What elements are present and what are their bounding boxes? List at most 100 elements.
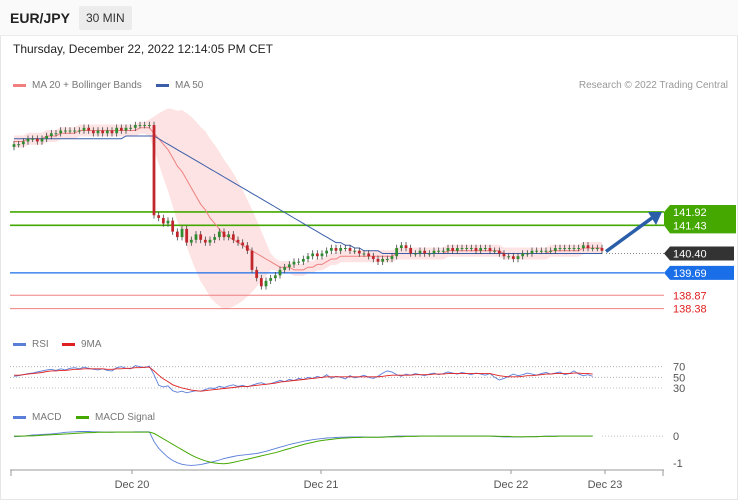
legend-macd-signal-label: MACD Signal: [95, 412, 156, 423]
candle-down: [236, 239, 240, 243]
ma20-swatch: [13, 84, 26, 87]
legend-ma50-label: MA 50: [175, 80, 204, 91]
rsi-ma-swatch: [62, 343, 75, 346]
candle-up: [49, 133, 53, 136]
candle-up: [124, 127, 128, 131]
candle-up: [166, 220, 170, 224]
candle-up: [278, 269, 282, 276]
candle-down: [255, 269, 259, 279]
time-axis-label: Dec 21: [304, 479, 339, 491]
candle-up: [465, 248, 469, 250]
resistance-2-label: 141.92: [673, 207, 707, 219]
candle-up: [227, 234, 231, 238]
candle-up: [217, 231, 221, 238]
legend-ma50: MA 50: [156, 80, 203, 91]
candle-up: [535, 250, 539, 252]
candle-up: [581, 245, 585, 249]
legend-macd: MACD: [13, 412, 61, 423]
candle-down: [231, 234, 235, 240]
candle-up: [418, 250, 422, 254]
candle-down: [203, 239, 207, 243]
legend-macd-label: MACD: [32, 412, 62, 423]
candle-up: [558, 248, 562, 250]
candle-up: [460, 248, 464, 250]
candle-up: [287, 264, 291, 268]
candle-up: [577, 248, 581, 250]
candle-up: [59, 130, 63, 134]
candle-down: [511, 256, 515, 259]
candle-up: [301, 258, 305, 262]
candle-up: [96, 130, 100, 134]
forecast-arrow: [604, 211, 662, 253]
forecast-arrow-shaft: [604, 216, 654, 253]
candle-up: [441, 250, 445, 252]
candle-up: [40, 138, 44, 142]
candle-up: [147, 125, 151, 127]
candle-up: [129, 127, 133, 129]
candle-up: [264, 280, 268, 287]
candle-up: [539, 250, 543, 252]
candle-down: [110, 130, 114, 134]
candle-up: [311, 253, 315, 257]
candle-up: [133, 125, 137, 128]
candle-up: [68, 130, 72, 132]
candle-up: [544, 250, 548, 252]
candle-down: [367, 253, 371, 257]
candle-up: [143, 125, 147, 127]
candle-up: [17, 144, 21, 146]
candle-up: [479, 248, 483, 251]
bollinger-band-area: [14, 108, 602, 310]
bollinger-bands: [14, 108, 602, 310]
candle-up: [553, 248, 557, 251]
rsi-tick-label: 30: [673, 383, 685, 395]
credit-label: Research © 2022 Trading Central: [578, 80, 728, 91]
legend-ma20-label: MA 20 + Bollinger Bands: [32, 80, 142, 91]
candle-down: [119, 127, 123, 131]
rsi-tick-label: 50: [673, 372, 685, 384]
candle-up: [45, 135, 49, 139]
candle-up: [194, 234, 198, 240]
candle-up: [26, 138, 30, 142]
candle-up: [362, 253, 366, 255]
candle-up: [343, 248, 347, 250]
candle-up: [432, 250, 436, 254]
chart-header: EUR/JPY 30 MIN: [0, 0, 738, 36]
timeframe-button[interactable]: 30 MIN: [79, 6, 132, 30]
candle-down: [171, 220, 175, 232]
candle-up: [567, 248, 571, 250]
candle-up: [269, 278, 273, 281]
candle-up: [413, 253, 417, 255]
candle-up: [82, 127, 86, 131]
candle-down: [334, 248, 338, 251]
forecast-arrow-head: [648, 211, 662, 225]
candle-down: [175, 231, 179, 238]
rsi-swatch: [13, 343, 26, 346]
candle-down: [488, 248, 492, 251]
last-price-tag: [664, 246, 734, 261]
candle-up: [115, 127, 119, 134]
candle-down: [451, 248, 455, 251]
candle-down: [222, 231, 226, 238]
candle-up: [21, 141, 25, 145]
candle-up: [572, 248, 576, 250]
last-price-label: 140.40: [673, 248, 707, 260]
candle-up: [493, 250, 497, 252]
macd-swatch: [13, 416, 26, 419]
candle-up: [306, 256, 310, 259]
candle-down: [371, 256, 375, 259]
candle-up: [455, 248, 459, 251]
rsi-tick-label: 70: [673, 362, 685, 374]
resistance-1-label: 141.43: [673, 220, 707, 232]
candle-up: [446, 248, 450, 251]
candle-down: [600, 248, 604, 251]
candle-up: [437, 250, 441, 252]
macd-tick-label: -1: [673, 458, 683, 470]
candle-down: [315, 253, 319, 257]
candle-up: [595, 248, 599, 250]
support-2-label: 138.38: [673, 304, 707, 316]
candle-up: [395, 248, 399, 257]
candle-up: [399, 245, 403, 249]
candle-up: [381, 258, 385, 262]
time-axis: Dec 20 Dec 21 Dec 22 Dec 23: [10, 469, 664, 491]
